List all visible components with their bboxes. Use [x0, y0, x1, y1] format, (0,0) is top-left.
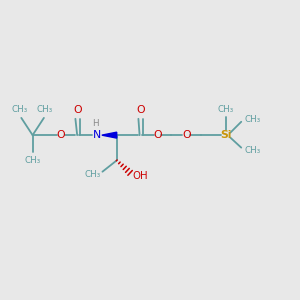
Text: O: O [136, 105, 145, 115]
Text: O: O [74, 105, 82, 115]
Polygon shape [102, 132, 117, 138]
Text: OH: OH [133, 171, 148, 181]
Text: H: H [92, 119, 99, 128]
Text: CH₃: CH₃ [244, 115, 260, 124]
Text: O: O [56, 130, 65, 140]
Text: O: O [182, 130, 190, 140]
Text: Si: Si [220, 130, 232, 140]
Text: N: N [93, 130, 101, 140]
Text: CH₃: CH₃ [218, 105, 234, 114]
Text: CH₃: CH₃ [12, 105, 28, 114]
Text: CH₃: CH₃ [84, 170, 101, 179]
Text: CH₃: CH₃ [37, 105, 53, 114]
Text: CH₃: CH₃ [25, 156, 41, 165]
Text: O: O [153, 130, 162, 140]
Text: CH₃: CH₃ [244, 146, 260, 154]
